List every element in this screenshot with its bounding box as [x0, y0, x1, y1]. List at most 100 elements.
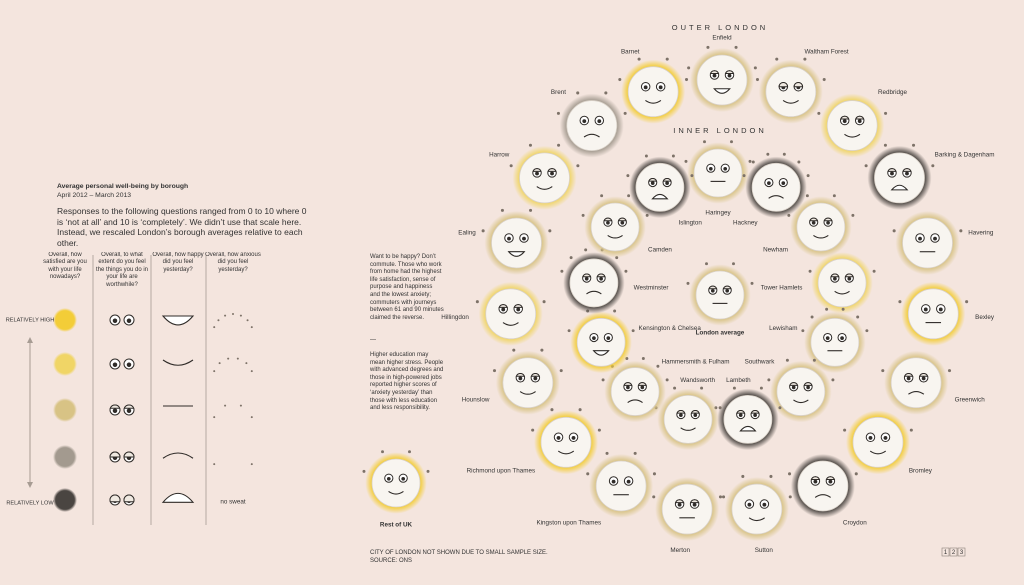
anxiety-dot	[227, 357, 230, 360]
legend-halo	[53, 352, 77, 376]
mouth	[161, 315, 195, 326]
anxiety-dots	[362, 450, 430, 473]
eyelid	[825, 476, 836, 480]
eyes	[109, 451, 135, 463]
anxiety-dot	[884, 111, 888, 115]
anxiety-dot	[624, 269, 628, 273]
anxiety-dot	[600, 194, 604, 198]
anxiety-dots	[492, 348, 563, 373]
mouth	[680, 427, 696, 431]
pupil	[626, 479, 631, 484]
mouth	[502, 322, 519, 326]
borough-label: Greenwich	[955, 396, 986, 403]
face	[874, 152, 925, 204]
page-box[interactable]	[957, 547, 966, 557]
anxiety-dot	[817, 111, 821, 115]
anxiety-dot	[759, 386, 763, 390]
anxiety-dots	[788, 472, 858, 476]
pupil	[112, 318, 118, 323]
anxiety-dot	[909, 428, 913, 432]
page-box[interactable]	[949, 547, 958, 557]
borough-label: Lewisham	[769, 325, 797, 332]
anxiety-dot	[239, 314, 242, 317]
eyelid	[617, 217, 627, 222]
face	[695, 270, 745, 320]
no-sweat: no sweat	[220, 499, 245, 506]
pupil	[507, 236, 511, 241]
pupil	[938, 307, 943, 312]
face	[826, 100, 878, 151]
mouth	[651, 193, 669, 200]
pupil	[112, 408, 118, 413]
eyes	[109, 358, 135, 370]
eyelid	[109, 494, 121, 503]
page-box[interactable]	[941, 547, 950, 557]
mouth	[713, 88, 731, 94]
mouth	[748, 517, 765, 522]
face	[776, 367, 826, 416]
face	[902, 217, 953, 269]
anxiety-dots	[475, 300, 546, 304]
pupil	[606, 220, 610, 225]
anxiety-dot	[864, 164, 868, 168]
anxiety-dots	[742, 152, 810, 178]
anxiety-dots	[881, 369, 952, 373]
borough-label: Kensington & Chelsea	[639, 325, 702, 332]
anxiety-dot	[769, 474, 773, 478]
borough-label: Rest of UK	[380, 522, 413, 529]
anxiety-dot	[557, 143, 561, 147]
pupil	[643, 85, 648, 90]
eyelid	[724, 70, 735, 75]
anxiety-dot	[706, 45, 710, 49]
anxiety-dot	[686, 281, 690, 285]
anxiety-dot	[665, 378, 669, 382]
anxiety-dot	[245, 362, 248, 365]
eyelid	[840, 115, 850, 120]
note-separator: —	[370, 337, 376, 343]
borough-label: London average	[696, 330, 745, 337]
face	[566, 100, 618, 151]
borough-label: Haringey	[705, 210, 731, 217]
eyelid	[498, 304, 508, 308]
eyelid	[902, 168, 912, 172]
face	[502, 357, 554, 409]
note: Want to be happy? Don’t commute. Those w…	[370, 254, 444, 321]
eyelid	[708, 285, 718, 290]
anxiety-dot	[748, 159, 752, 163]
pupil	[791, 385, 796, 390]
pupil	[906, 376, 911, 381]
pupil	[550, 171, 554, 176]
anxiety-dot	[250, 463, 253, 466]
anxiety-dot	[652, 495, 656, 499]
anxiety-dot	[788, 495, 792, 499]
anxiety-dot	[810, 315, 814, 319]
mouth	[583, 133, 600, 138]
mouth	[557, 450, 575, 455]
anxiety-dot	[865, 329, 869, 333]
eyelid	[547, 168, 557, 172]
eyes	[608, 476, 634, 486]
mouth	[536, 186, 553, 190]
title: Average personal well-being by borough	[57, 183, 189, 190]
anxiety-dots	[864, 143, 935, 168]
pupil	[693, 413, 698, 418]
eyelid	[637, 382, 647, 386]
anxiety-dot	[362, 469, 366, 473]
pupil	[710, 288, 715, 293]
borough-label: Bromley	[909, 467, 933, 474]
anxiety-dot	[559, 369, 563, 373]
eyes	[706, 163, 730, 173]
anxiety-dot	[626, 174, 630, 178]
anxiety-dots	[481, 208, 552, 233]
anxiety-dot	[528, 143, 532, 147]
anxiety-dot	[576, 164, 580, 168]
anxiety-dots	[843, 428, 913, 432]
pupil	[747, 502, 752, 507]
anxiety-dot	[854, 472, 858, 476]
anxiety-dots	[722, 474, 792, 499]
mouth	[592, 350, 610, 356]
eyelid	[690, 409, 700, 414]
eyes	[823, 332, 847, 343]
anxiety-dots	[808, 269, 876, 273]
anxiety-dots	[652, 495, 722, 499]
